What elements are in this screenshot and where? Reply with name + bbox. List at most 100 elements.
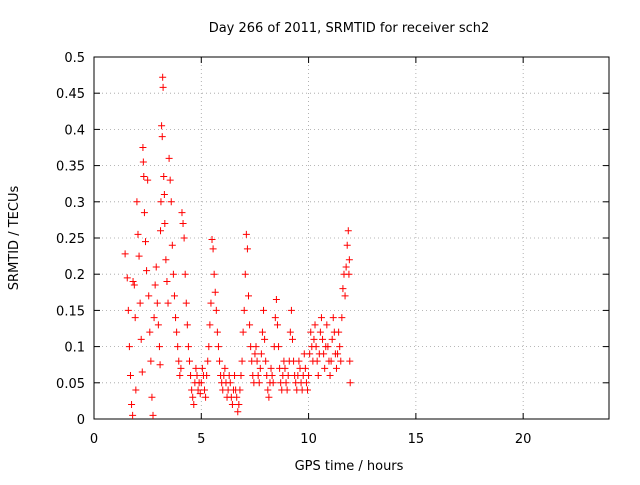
data-point [258,328,266,336]
data-point [287,306,295,314]
data-point [177,364,185,372]
data-point [159,73,167,81]
data-point [164,299,172,307]
y-axis-title: SRMTID / TECUs [7,186,22,291]
data-point [145,292,153,300]
data-point [252,343,260,351]
data-point [128,401,136,409]
data-point [240,306,248,314]
data-point [121,250,129,258]
data-point [161,220,169,228]
data-point [152,263,160,271]
data-point [178,209,186,217]
data-point [323,321,331,329]
data-point [335,328,343,336]
data-point [228,401,236,409]
data-point [189,393,197,401]
data-point [221,364,229,372]
data-point [336,343,344,351]
data-point [194,386,202,394]
data-point [173,328,181,336]
data-point [132,386,140,394]
data-point [288,335,296,343]
data-point [147,357,155,365]
data-point [149,411,157,419]
data-point [162,256,170,264]
data-point [243,245,251,253]
data-point [155,343,163,351]
data-point [190,401,198,409]
y-tick-label: 0.3 [64,196,85,211]
data-point [237,372,245,380]
data-point [346,357,354,365]
data-point [304,386,312,394]
data-points [121,73,354,419]
data-point [157,227,165,235]
data-point [214,343,222,351]
y-tick-label: 0.45 [56,87,85,102]
data-point [264,386,272,394]
data-point [203,372,211,380]
data-point [332,364,340,372]
y-tick-label: 0.5 [64,51,85,66]
data-point [166,176,174,184]
data-point [283,386,291,394]
data-point [180,234,188,242]
data-point [181,270,189,278]
data-point [339,285,347,293]
data-point [216,357,224,365]
data-point [138,368,146,376]
y-tick-label: 0.05 [56,377,85,392]
data-point [231,372,239,380]
data-point [312,343,320,351]
y-tick-label: 0.2 [64,268,85,283]
data-point [246,321,254,329]
data-point [275,343,283,351]
data-point [163,277,171,285]
data-point [165,154,173,162]
data-point [150,314,158,322]
data-point [160,172,168,180]
data-point [198,364,206,372]
data-point [175,357,183,365]
data-point [170,292,178,300]
data-point [197,379,205,387]
data-point [344,227,352,235]
data-point [345,256,353,264]
data-point [131,314,139,322]
data-point [188,386,196,394]
data-point [253,357,261,365]
data-point [213,328,221,336]
data-point [129,411,137,419]
data-point [234,408,242,416]
data-point [343,241,351,249]
data-point [272,296,280,304]
data-point [282,379,290,387]
data-point [201,386,209,394]
data-point [187,372,195,380]
y-tick-label: 0.25 [56,232,85,247]
data-point [265,393,273,401]
data-point [154,321,162,329]
data-point [346,379,354,387]
data-point [262,357,270,365]
x-tick-label: 10 [300,432,317,447]
data-point [233,393,241,401]
data-point [319,335,327,343]
data-point [206,321,214,329]
data-point [156,361,164,369]
data-point [144,176,152,184]
data-point [307,328,315,336]
x-tick-label: 0 [90,432,98,447]
data-point [140,209,148,217]
data-point [321,364,329,372]
data-point [146,328,154,336]
data-point [334,350,342,358]
data-point [281,364,289,372]
data-point [311,321,319,329]
data-point [273,321,281,329]
data-point [271,314,279,322]
data-point [337,357,345,365]
